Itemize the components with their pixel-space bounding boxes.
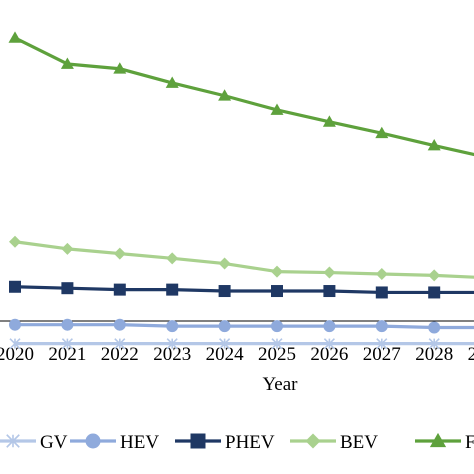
data-point-phev-2023: [166, 283, 179, 296]
data-point-bev-2028: [428, 269, 441, 282]
data-point-bev-2022: [113, 247, 126, 260]
series-hev: [9, 318, 474, 334]
data-point-phev-2022: [113, 283, 126, 296]
data-point-phev-2027: [375, 286, 388, 299]
data-point-hev-2027: [375, 320, 388, 333]
data-point-gv-2024: [219, 338, 231, 350]
data-point-hev-2021: [61, 318, 74, 331]
data-point-f-2025: [270, 103, 284, 115]
x-tick-labels: 2020 2021 2022 2023 2024 2025 2026 2027 2028 2029: [0, 344, 474, 365]
data-point-f-2027: [375, 126, 389, 139]
x-axis-title: Year: [262, 374, 298, 395]
data-point-hev-2020: [9, 318, 21, 331]
data-point-gv-2025: [271, 338, 283, 350]
x-tick-label-2025: 2025: [258, 344, 296, 365]
series-f: [8, 31, 474, 157]
legend-item-hev: HEV: [70, 432, 159, 453]
data-point-hev-2025: [271, 320, 283, 333]
data-point-gv-2028: [428, 338, 440, 350]
data-point-gv-2027: [376, 338, 388, 350]
data-point-hev-2026: [323, 320, 336, 333]
legend-label-f: F: [465, 432, 474, 453]
legend-marker-phev: [190, 433, 206, 449]
x-tick-label-2029: 2029: [468, 344, 474, 365]
legend-marker-gv: [6, 434, 20, 448]
data-point-f-2023: [165, 76, 179, 88]
data-point-gv-2020: [9, 338, 21, 350]
data-point-gv-2022: [114, 338, 126, 350]
series-line-f: [14, 36, 474, 157]
series-line-hev: [15, 323, 474, 330]
legend-marker-f: [429, 432, 447, 448]
legend-marker-bev: [305, 433, 321, 449]
data-point-hev-2022: [113, 318, 126, 331]
data-point-bev-2020: [9, 235, 21, 248]
legend-label-bev: BEV: [340, 432, 378, 453]
x-tick-label-2021: 2021: [48, 344, 86, 365]
x-tick-label-2024: 2024: [206, 344, 245, 365]
data-point-phev-2021: [61, 282, 74, 295]
series-bev: [9, 235, 474, 282]
series-phev: [9, 280, 474, 299]
series-line-bev: [14, 240, 474, 279]
legend-item-f: F: [415, 432, 474, 453]
data-point-f-2021: [60, 57, 74, 69]
data-point-gv-2023: [166, 338, 178, 350]
data-point-gv-2026: [323, 338, 335, 350]
legend-label-hev: HEV: [120, 432, 159, 453]
x-tick-label-2027: 2027: [363, 344, 401, 365]
x-tick-label-2028: 2028: [415, 344, 453, 365]
data-point-gv-2021: [61, 338, 73, 350]
data-point-bev-2024: [218, 257, 231, 270]
legend-marker-hev: [85, 433, 101, 449]
data-point-hev-2023: [166, 320, 179, 333]
data-point-phev-2020: [9, 280, 21, 293]
data-point-bev-2026: [323, 266, 336, 279]
data-point-bev-2025: [271, 265, 283, 278]
legend: GV HEV PHEV BEV F: [0, 432, 474, 453]
x-tick-label-2020: 2020: [0, 344, 34, 365]
legend-label-gv: GV: [40, 432, 68, 453]
data-point-phev-2026: [323, 285, 336, 298]
data-point-hev-2024: [218, 320, 231, 333]
legend-label-phev: PHEV: [225, 432, 275, 453]
x-tick-label-2022: 2022: [101, 344, 139, 365]
data-point-f-2028: [427, 139, 441, 151]
data-point-f-2020: [8, 31, 22, 43]
data-point-hev-2028: [428, 321, 441, 334]
series-gv: [9, 338, 474, 350]
data-point-f-2024: [218, 89, 232, 101]
series-line-phev: [14, 285, 474, 295]
x-tick-label-2026: 2026: [310, 344, 348, 365]
data-point-f-2022: [113, 62, 127, 74]
data-point-bev-2021: [61, 242, 74, 255]
data-point-f-2026: [322, 115, 336, 127]
legend-item-gv: GV: [0, 432, 68, 453]
data-point-phev-2028: [428, 286, 441, 299]
legend-item-bev: BEV: [290, 432, 378, 453]
data-point-phev-2025: [271, 285, 283, 298]
legend-item-phev: PHEV: [175, 432, 275, 453]
data-point-bev-2027: [375, 267, 388, 280]
x-tick-label-2023: 2023: [153, 344, 191, 365]
series-layer: [8, 31, 474, 350]
data-point-phev-2024: [218, 285, 231, 298]
data-point-bev-2023: [166, 252, 179, 265]
